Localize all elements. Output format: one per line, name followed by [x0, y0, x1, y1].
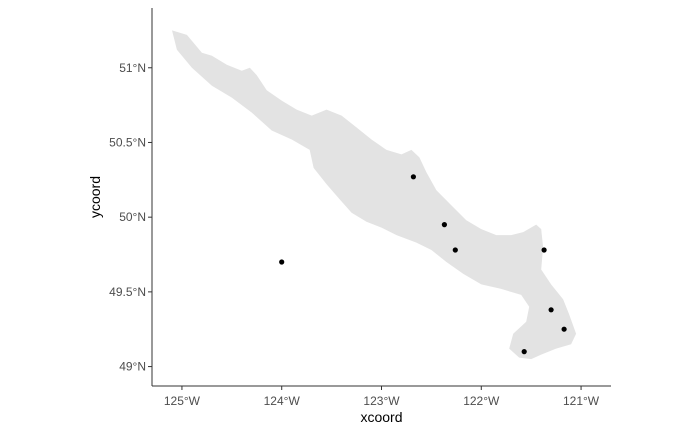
y-tick-label: 50°N: [119, 210, 146, 224]
land-area-layer: [172, 30, 577, 360]
data-point: [541, 247, 547, 253]
data-point: [452, 247, 458, 253]
x-axis-title: xcoord: [360, 409, 402, 425]
y-axis-title: ycoord: [87, 176, 103, 218]
y-tick-label: 49°N: [119, 360, 146, 374]
points-layer: [279, 174, 567, 355]
data-point: [279, 259, 285, 265]
data-point: [441, 222, 447, 228]
data-point: [548, 307, 554, 313]
x-axis-ticks: 125°W 124°W 123°W 122°W 121°W: [164, 386, 600, 408]
data-point: [561, 326, 567, 332]
x-tick-label: 122°W: [463, 394, 500, 408]
data-point: [521, 349, 527, 355]
x-tick-label: 123°W: [363, 394, 400, 408]
y-tick-label: 50.5°N: [109, 135, 146, 149]
y-tick-label: 49.5°N: [109, 285, 146, 299]
x-tick-label: 124°W: [264, 394, 301, 408]
x-tick-label: 121°W: [563, 394, 600, 408]
x-tick-label: 125°W: [164, 394, 201, 408]
data-point: [410, 174, 416, 180]
land-polygon: [172, 30, 577, 360]
y-axis-ticks: 49°N 49.5°N 50°N 50.5°N 51°N: [109, 61, 152, 374]
y-tick-label: 51°N: [119, 61, 146, 75]
